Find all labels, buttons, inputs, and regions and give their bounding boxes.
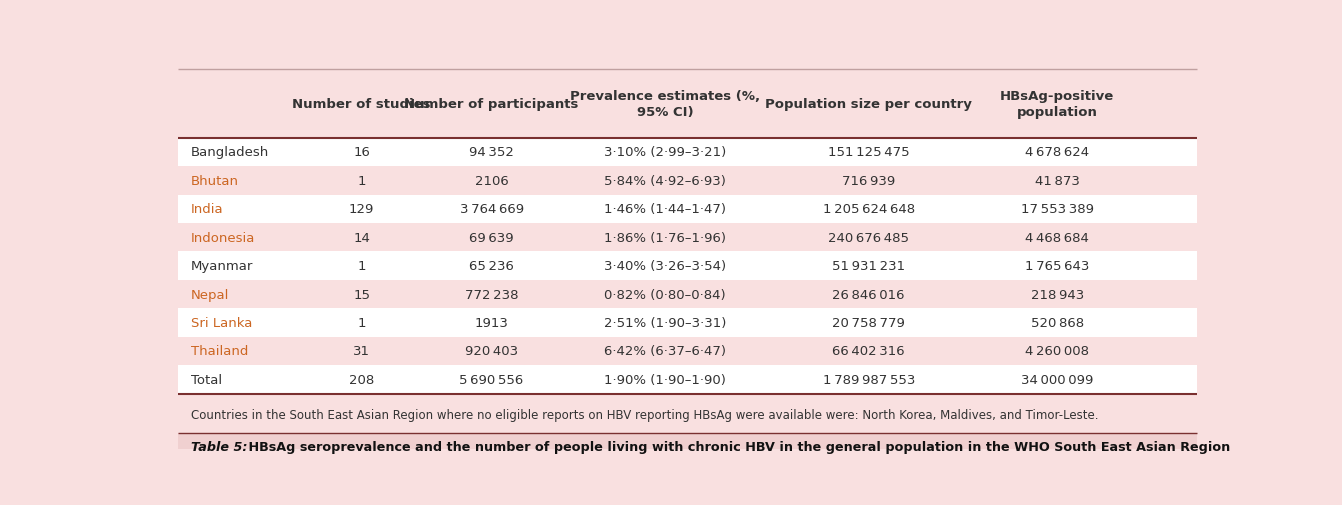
Text: 2·51% (1·90–3·31): 2·51% (1·90–3·31) <box>604 317 726 329</box>
Text: 2106: 2106 <box>475 174 509 187</box>
Text: 208: 208 <box>349 373 374 386</box>
Text: 5 690 556: 5 690 556 <box>459 373 523 386</box>
Text: 520 868: 520 868 <box>1031 317 1084 329</box>
Text: 94 352: 94 352 <box>470 146 514 159</box>
Text: Sri Lanka: Sri Lanka <box>191 317 252 329</box>
Text: 240 676 485: 240 676 485 <box>828 231 909 244</box>
Text: Bangladesh: Bangladesh <box>191 146 268 159</box>
Text: 0·82% (0·80–0·84): 0·82% (0·80–0·84) <box>604 288 726 301</box>
Text: Table 5:: Table 5: <box>191 440 247 452</box>
Text: 1913: 1913 <box>475 317 509 329</box>
Text: Thailand: Thailand <box>191 345 248 358</box>
Bar <box>178 280 1197 309</box>
Text: 17 553 389: 17 553 389 <box>1021 203 1094 216</box>
Text: HBsAg seroprevalence and the number of people living with chronic HBV in the gen: HBsAg seroprevalence and the number of p… <box>244 440 1229 452</box>
Text: 1 765 643: 1 765 643 <box>1025 260 1090 273</box>
Text: 3 764 669: 3 764 669 <box>459 203 523 216</box>
Text: Population size per country: Population size per country <box>765 98 972 111</box>
Bar <box>178 167 1197 195</box>
Text: 4 678 624: 4 678 624 <box>1025 146 1090 159</box>
Text: Number of studies: Number of studies <box>293 98 431 111</box>
Bar <box>178 309 1197 337</box>
Text: 1: 1 <box>357 174 366 187</box>
Text: 4 468 684: 4 468 684 <box>1025 231 1090 244</box>
Text: Number of participants: Number of participants <box>404 98 578 111</box>
Text: 4 260 008: 4 260 008 <box>1025 345 1090 358</box>
Text: 218 943: 218 943 <box>1031 288 1084 301</box>
Bar <box>178 433 1197 459</box>
Text: 69 639: 69 639 <box>470 231 514 244</box>
Text: 31: 31 <box>353 345 370 358</box>
Text: 716 939: 716 939 <box>841 174 895 187</box>
Text: Indonesia: Indonesia <box>191 231 255 244</box>
Text: Nepal: Nepal <box>191 288 229 301</box>
Text: 26 846 016: 26 846 016 <box>832 288 905 301</box>
Text: 151 125 475: 151 125 475 <box>828 146 910 159</box>
Text: Total: Total <box>191 373 221 386</box>
Text: Bhutan: Bhutan <box>191 174 239 187</box>
Text: India: India <box>191 203 223 216</box>
Text: 16: 16 <box>353 146 370 159</box>
Text: 41 873: 41 873 <box>1035 174 1080 187</box>
Text: 1 789 987 553: 1 789 987 553 <box>823 373 915 386</box>
Text: 15: 15 <box>353 288 370 301</box>
Text: 20 758 779: 20 758 779 <box>832 317 905 329</box>
Bar <box>178 224 1197 252</box>
Text: HBsAg-positive
population: HBsAg-positive population <box>1000 90 1114 119</box>
Text: 6·42% (6·37–6·47): 6·42% (6·37–6·47) <box>604 345 726 358</box>
Text: 1 205 624 648: 1 205 624 648 <box>823 203 915 216</box>
Bar <box>178 337 1197 366</box>
Text: 920 403: 920 403 <box>466 345 518 358</box>
Text: 5·84% (4·92–6·93): 5·84% (4·92–6·93) <box>604 174 726 187</box>
Text: 129: 129 <box>349 203 374 216</box>
Bar <box>178 252 1197 280</box>
Text: Myanmar: Myanmar <box>191 260 254 273</box>
Text: 3·40% (3·26–3·54): 3·40% (3·26–3·54) <box>604 260 726 273</box>
Text: Prevalence estimates (%,
95% CI): Prevalence estimates (%, 95% CI) <box>570 90 760 119</box>
Text: 65 236: 65 236 <box>470 260 514 273</box>
Text: 772 238: 772 238 <box>464 288 518 301</box>
Bar <box>178 138 1197 167</box>
Text: 1·86% (1·76–1·96): 1·86% (1·76–1·96) <box>604 231 726 244</box>
Text: 34 000 099: 34 000 099 <box>1021 373 1094 386</box>
Bar <box>178 195 1197 224</box>
Text: 66 402 316: 66 402 316 <box>832 345 905 358</box>
Text: 1: 1 <box>357 260 366 273</box>
Text: 14: 14 <box>353 231 370 244</box>
Text: 1·90% (1·90–1·90): 1·90% (1·90–1·90) <box>604 373 726 386</box>
Text: Countries in the South East Asian Region where no eligible reports on HBV report: Countries in the South East Asian Region… <box>191 408 1098 421</box>
Text: 1·46% (1·44–1·47): 1·46% (1·44–1·47) <box>604 203 726 216</box>
Text: 3·10% (2·99–3·21): 3·10% (2·99–3·21) <box>604 146 726 159</box>
Text: 1: 1 <box>357 317 366 329</box>
Text: 51 931 231: 51 931 231 <box>832 260 906 273</box>
Bar <box>178 366 1197 394</box>
